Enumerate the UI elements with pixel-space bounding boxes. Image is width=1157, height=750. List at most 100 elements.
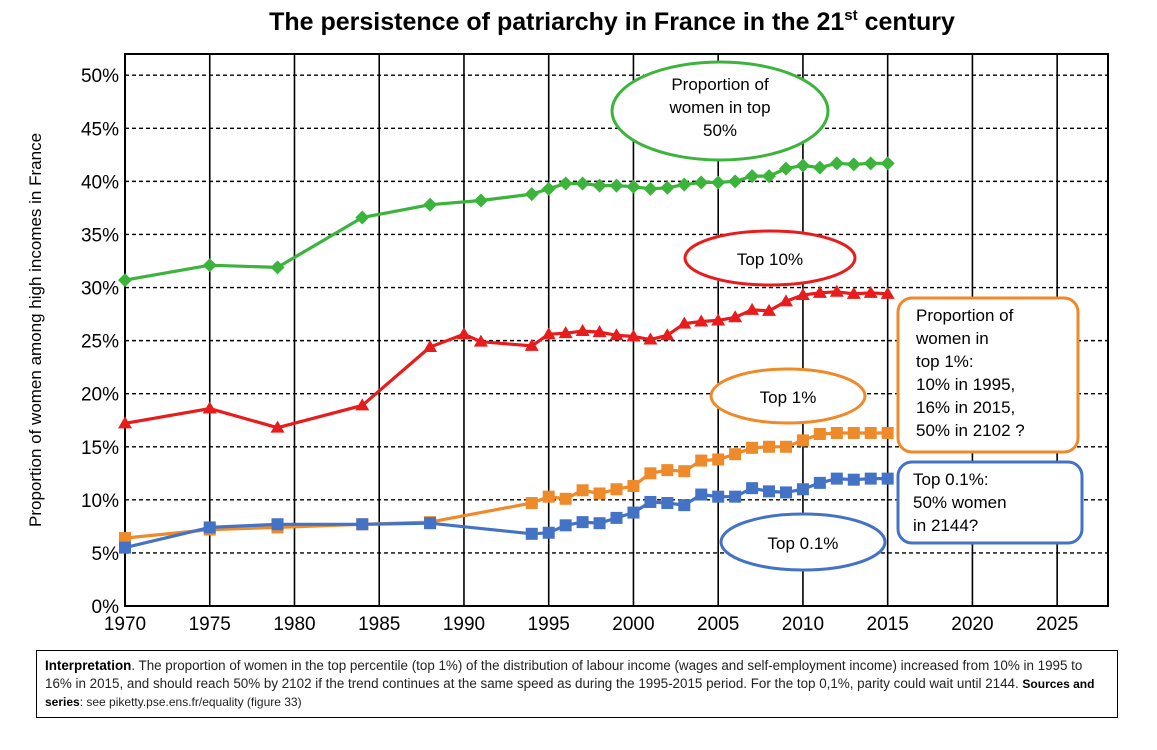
data-point-top10	[728, 310, 743, 323]
data-point-top1	[678, 465, 691, 478]
y-tick-label: 35%	[81, 225, 119, 246]
chart-title: The persistence of patriarchy in France …	[269, 7, 955, 36]
ann-top50-text: 50%	[703, 121, 737, 140]
data-point-top1	[525, 497, 538, 510]
data-point-top01	[203, 521, 216, 534]
data-point-top01	[830, 472, 843, 485]
ann-top50-text: women in top	[668, 98, 770, 117]
data-point-top10	[270, 420, 285, 433]
data-point-top1	[847, 426, 860, 439]
data-point-top50	[762, 169, 777, 184]
data-point-top1	[779, 440, 792, 453]
note-sources-label: Sources and series	[45, 677, 1095, 709]
data-point-top01	[356, 518, 369, 531]
data-point-top10	[558, 326, 573, 339]
y-tick-label: 5%	[92, 544, 120, 565]
ann-box-top01-box	[896, 460, 1084, 545]
data-point-top01	[271, 518, 284, 531]
data-point-top1	[712, 453, 725, 466]
data-point-top01	[576, 516, 589, 529]
data-point-top50	[812, 160, 827, 175]
data-point-top1	[119, 532, 131, 545]
data-point-top01	[525, 527, 538, 540]
note-body: . The proportion of women in the top per…	[45, 658, 1083, 691]
data-point-top50	[846, 157, 861, 172]
ann-box-top01-text: in 2144?	[913, 516, 978, 535]
x-tick-label: 2015	[867, 614, 909, 635]
ann-box-top1-text: 10% in 1995,	[916, 375, 1015, 394]
data-point-top50	[829, 156, 844, 171]
data-point-top01	[644, 495, 657, 508]
x-tick-label: 2020	[951, 614, 993, 635]
data-point-top10	[423, 339, 438, 352]
y-tick-label: 20%	[81, 385, 119, 406]
data-point-top10	[456, 327, 471, 340]
y-tick-label: 15%	[81, 438, 119, 459]
data-point-top50	[728, 174, 743, 189]
data-point-top01	[542, 526, 555, 539]
data-point-top10	[118, 416, 132, 429]
x-tick-label: 1975	[189, 614, 231, 635]
data-point-top1	[796, 434, 809, 447]
data-point-top01	[678, 499, 691, 512]
y-tick-label: 45%	[81, 119, 119, 140]
data-point-top10	[643, 332, 658, 345]
axes: 1970 1975 1980 1985 1990 1995 2000 2005 2010 2015…	[81, 53, 1109, 635]
x-tick-label: 1990	[443, 614, 485, 635]
chart-title-end: century	[858, 8, 955, 36]
data-point-top01	[729, 490, 742, 503]
data-point-top10	[863, 285, 878, 298]
data-point-top10	[592, 325, 607, 338]
data-point-top10	[711, 313, 726, 326]
data-point-top01	[746, 482, 759, 495]
data-point-top1	[763, 440, 776, 453]
data-point-top50	[270, 260, 285, 275]
data-point-top50	[711, 175, 726, 190]
x-tick-label: 1995	[528, 614, 570, 635]
x-tick-label: 1980	[273, 614, 315, 635]
data-point-top50	[626, 179, 641, 194]
data-point-top50	[643, 181, 658, 196]
ann-top10-text: Top 10%	[737, 250, 803, 269]
data-point-top10	[745, 302, 760, 315]
interpretation-note: Interpretation. The proportion of women …	[36, 650, 1118, 718]
data-point-top50	[473, 193, 488, 208]
data-point-top10	[541, 327, 556, 340]
y-tick-label: 10%	[81, 491, 119, 512]
data-point-top01	[763, 485, 776, 498]
data-point-top01	[559, 519, 572, 532]
y-tick-label: 25%	[81, 332, 119, 353]
x-tick-label: 2000	[612, 614, 654, 635]
data-point-top1	[881, 426, 894, 439]
ann-box-top1-text: women in	[915, 329, 989, 348]
data-point-top50	[524, 187, 539, 202]
data-point-top1	[610, 483, 623, 496]
data-point-top10	[660, 328, 675, 341]
data-point-top50	[118, 273, 132, 288]
data-point-top50	[592, 178, 607, 193]
x-tick-label: 2005	[697, 614, 739, 635]
data-point-top10	[609, 328, 624, 341]
note-lead: Interpretation	[45, 658, 132, 673]
data-point-top10	[202, 401, 217, 414]
data-point-top10	[795, 287, 810, 300]
ann-top50-text: Proportion of	[671, 75, 769, 94]
data-point-top1	[576, 484, 589, 497]
data-point-top10	[473, 334, 488, 347]
x-tick-label: 2010	[782, 614, 824, 635]
data-point-top1	[542, 490, 555, 503]
data-point-top1	[746, 441, 759, 454]
ann-box-top1-text: 16% in 2015,	[916, 398, 1015, 417]
data-point-top10	[812, 285, 827, 298]
data-point-top1	[644, 467, 657, 480]
data-point-top1	[661, 464, 674, 477]
data-point-top50	[541, 181, 556, 196]
data-point-top10	[626, 329, 641, 342]
data-point-top1	[830, 426, 843, 439]
data-point-top10	[778, 294, 793, 307]
y-tick-label: 40%	[81, 172, 119, 193]
x-tick-label: 1985	[358, 614, 400, 635]
data-point-top50	[795, 158, 810, 173]
data-point-top1	[559, 492, 572, 505]
